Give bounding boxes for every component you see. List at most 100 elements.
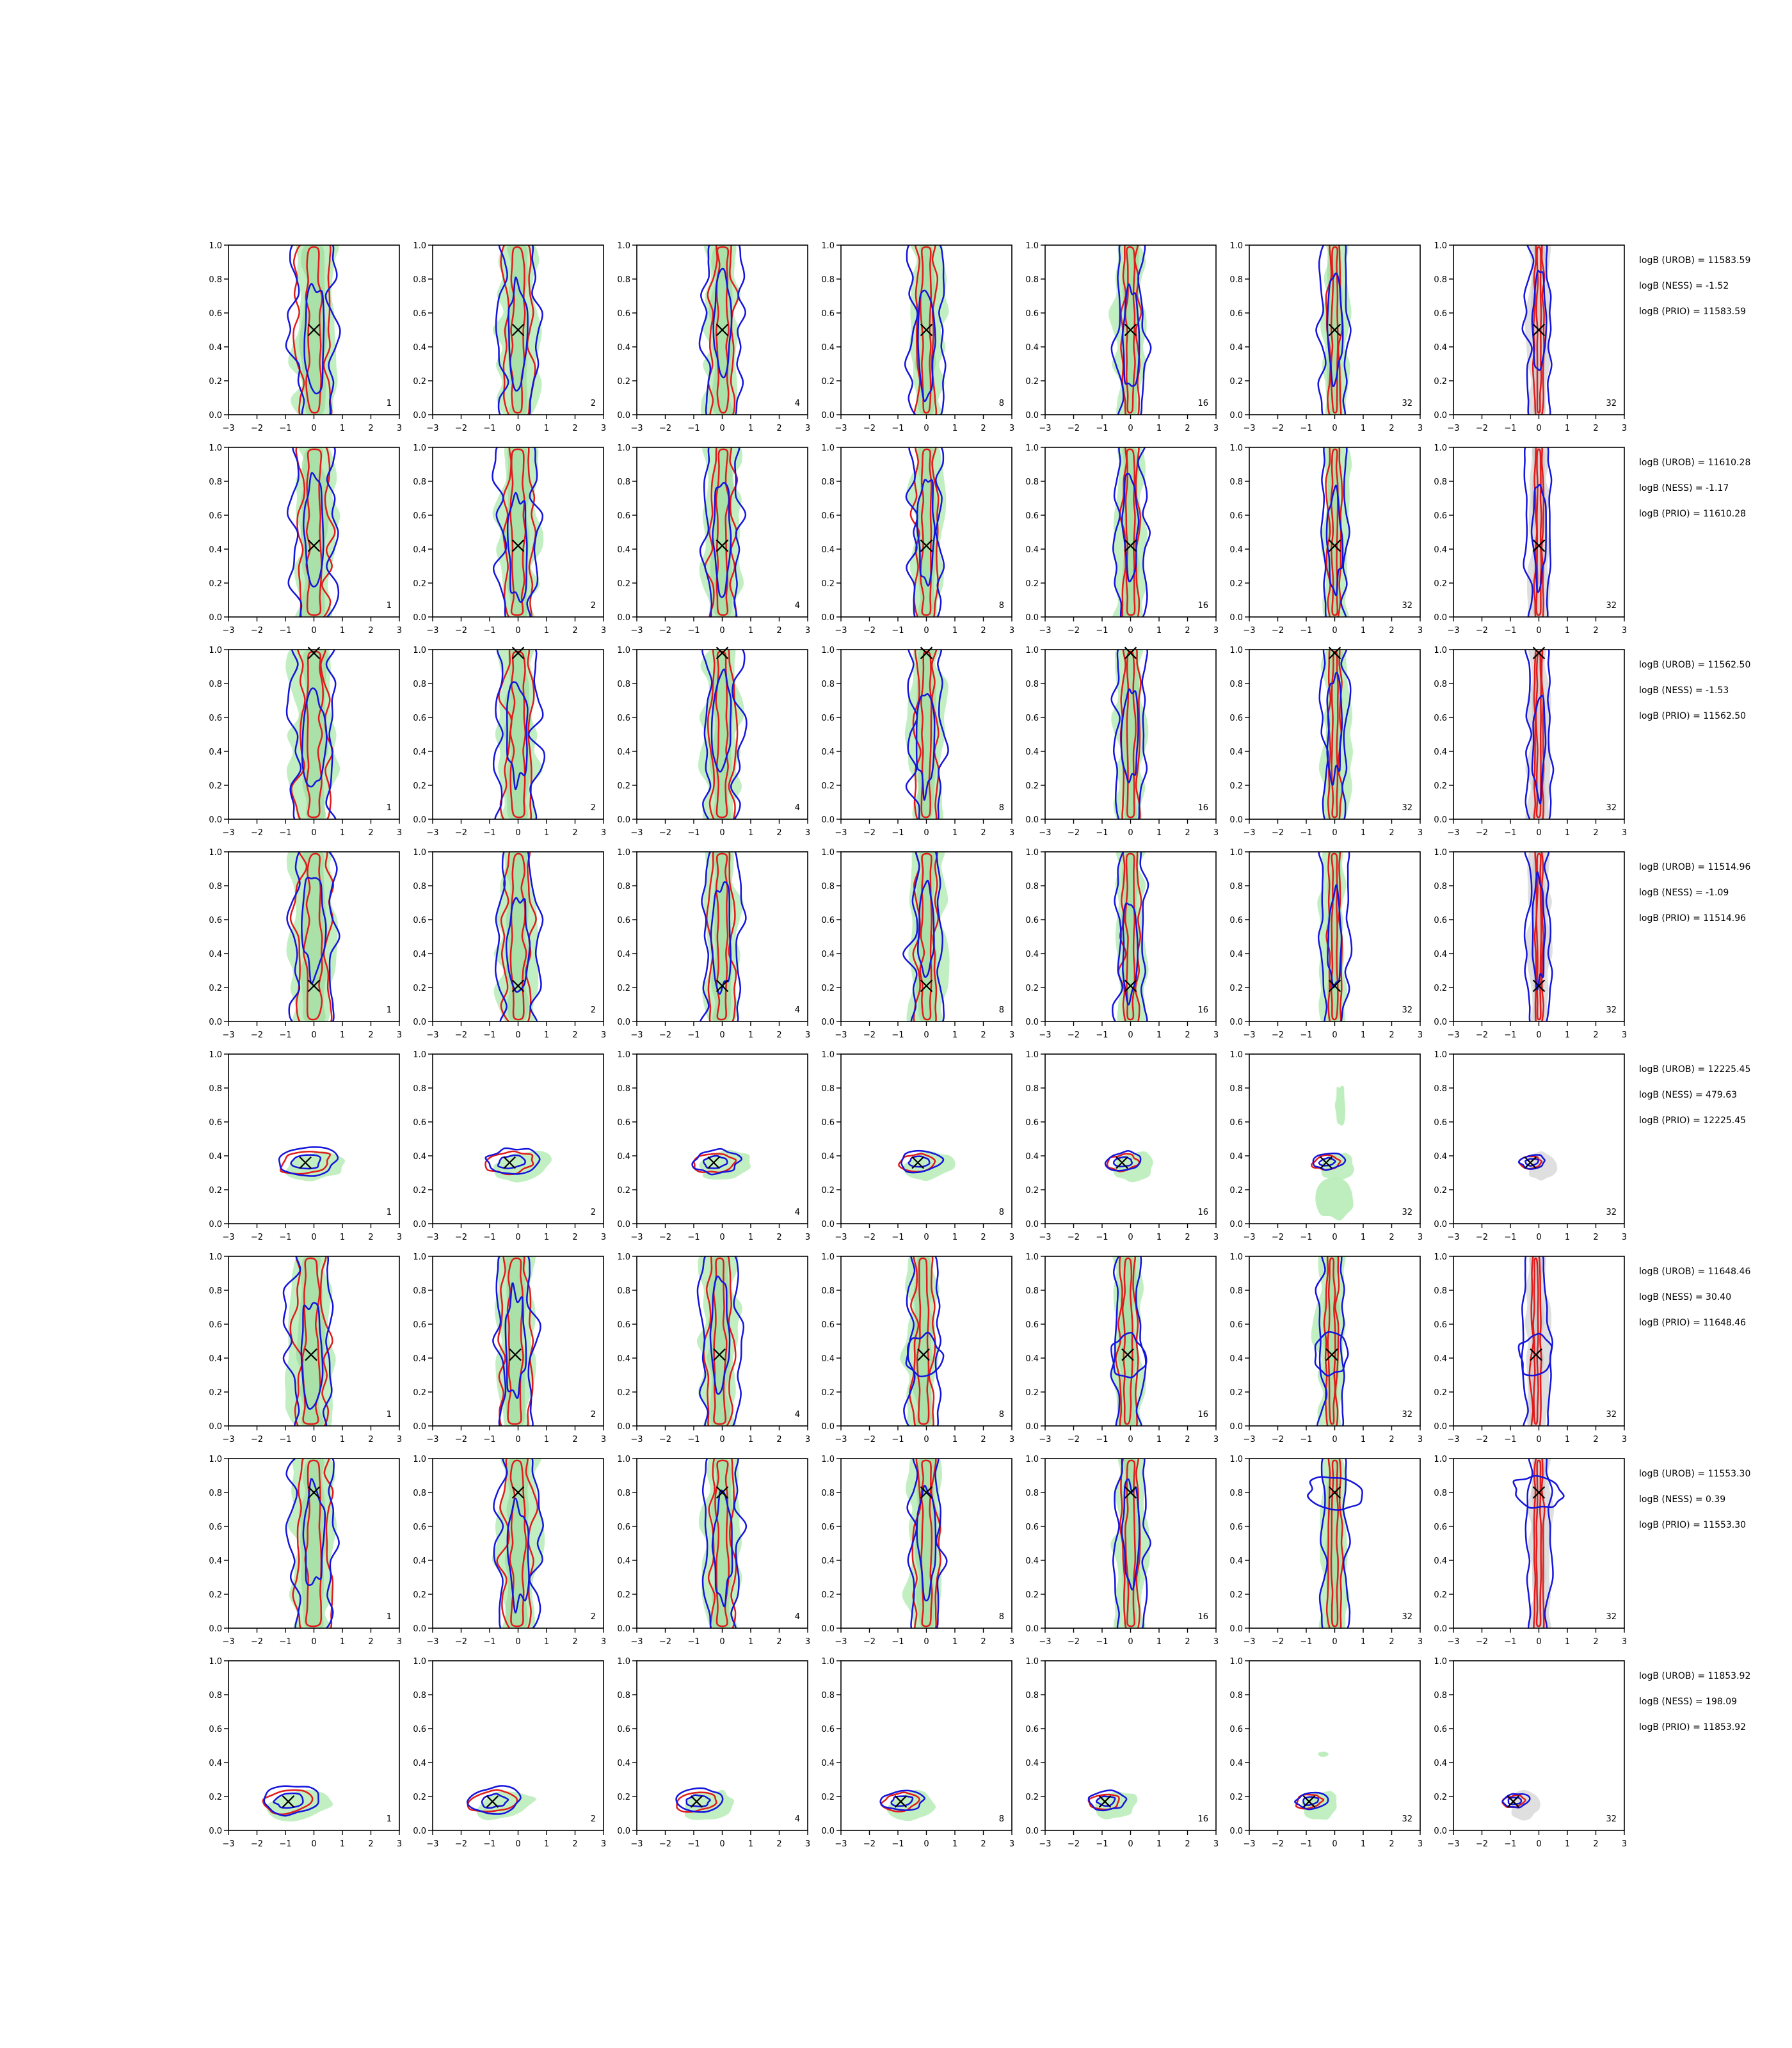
x-tick-label: −3 [426, 1637, 438, 1647]
y-tick-label: 0.4 [1434, 950, 1447, 959]
x-tick-label: −1 [687, 1839, 700, 1849]
x-tick-label: 3 [1009, 1030, 1014, 1040]
x-tick-label: 2 [368, 424, 373, 433]
x-tick-label: 1 [1361, 828, 1366, 838]
y-tick-label: 0.8 [1025, 1691, 1039, 1700]
truth-marker [707, 1156, 720, 1169]
blue-contour-inner [505, 897, 531, 993]
x-tick-label: −2 [1476, 1637, 1488, 1647]
x-tick-label: −1 [1096, 626, 1108, 636]
y-tick-label: 0.0 [821, 1422, 835, 1432]
truth-marker [307, 323, 321, 337]
y-tick-label: 0.4 [1434, 1556, 1447, 1566]
x-tick-label: −1 [687, 828, 700, 838]
x-tick-label: −3 [1039, 424, 1051, 433]
x-tick-label: 0 [1128, 1435, 1133, 1444]
x-tick-label: 2 [980, 1030, 986, 1040]
x-tick-label: −1 [892, 424, 904, 433]
x-tick-label: 3 [805, 1233, 810, 1242]
panel-r5-c3: −3 −2 −1 0 1 2 3 0.0 0.2 0.4 0.6 0.8 1.0 4 [617, 1050, 810, 1242]
y-tick-label: 0.4 [209, 343, 222, 353]
logb-annotation: logB (UROB) = 11514.96 [1639, 862, 1750, 872]
y-tick-label: 0.8 [821, 1489, 835, 1498]
y-tick-label: 1.0 [413, 1455, 426, 1464]
x-tick-label: −2 [659, 828, 671, 838]
y-tick-label: 1.0 [1229, 646, 1243, 655]
x-tick-label: 1 [748, 424, 753, 433]
panel-r7-c4: −3 −2 −1 0 1 2 3 0.0 0.2 0.4 0.6 0.8 1.0 8 [821, 1455, 1014, 1647]
x-tick-label: 0 [719, 1435, 724, 1444]
x-tick-label: 0 [1332, 424, 1337, 433]
x-tick-label: 3 [1622, 1839, 1627, 1849]
blue-contour-inner [497, 1154, 526, 1169]
x-tick-label: 1 [340, 1637, 345, 1647]
y-tick-label: 0.2 [209, 1793, 222, 1802]
panel-r1-c2: −3 −2 −1 0 1 2 3 0.0 0.2 0.4 0.6 0.8 1.0 2 [413, 241, 606, 433]
panel-count-label: 32 [1606, 399, 1617, 408]
truth-marker [1121, 1348, 1134, 1361]
y-tick-label: 0.6 [413, 1320, 426, 1330]
x-tick-label: 3 [1418, 828, 1423, 838]
x-tick-label: 0 [1536, 626, 1541, 636]
x-tick-label: 2 [980, 424, 986, 433]
y-tick-label: 0.6 [413, 916, 426, 925]
panel-r2-c6: −3 −2 −1 0 1 2 3 0.0 0.2 0.4 0.6 0.8 1.0 32 [1229, 444, 1423, 636]
y-tick-label: 0.8 [209, 1489, 222, 1498]
x-tick-label: −2 [1476, 1030, 1488, 1040]
x-tick-label: −3 [222, 1233, 234, 1242]
y-tick-label: 0.8 [1434, 882, 1447, 892]
x-tick-label: −2 [863, 626, 876, 636]
y-tick-label: 0.6 [821, 1118, 835, 1128]
y-tick-label: 0.4 [1025, 1152, 1039, 1162]
x-tick-label: 0 [1536, 1435, 1541, 1444]
truth-marker [1325, 1348, 1338, 1361]
x-tick-label: 0 [311, 1435, 316, 1444]
y-tick-label: 0.8 [617, 477, 630, 487]
y-tick-label: 0.0 [1025, 411, 1039, 420]
x-tick-label: −2 [863, 1435, 876, 1444]
panel-count-label: 8 [999, 601, 1004, 611]
blue-contour-inner [1531, 269, 1548, 371]
x-tick-label: 3 [397, 1030, 402, 1040]
x-tick-label: −3 [426, 626, 438, 636]
red-contour-outer [1120, 245, 1142, 415]
contour-layer [698, 1459, 748, 1628]
blue-contour-outer [492, 447, 544, 617]
y-tick-label: 0.4 [1025, 748, 1039, 757]
x-tick-label: −3 [835, 1839, 847, 1849]
blue-contour-inner [916, 879, 935, 978]
x-tick-label: −3 [835, 626, 847, 636]
red-contour-outer [1528, 1256, 1542, 1426]
y-tick-label: 0.4 [413, 343, 426, 353]
blue-contour-outer [492, 1256, 541, 1426]
x-tick-label: −3 [630, 1435, 643, 1444]
x-tick-label: 3 [1418, 424, 1423, 433]
x-tick-label: 3 [1622, 1233, 1627, 1242]
panel-count-label: 32 [1402, 1005, 1412, 1015]
x-tick-label: 2 [368, 828, 373, 838]
contour-layer [691, 1148, 751, 1180]
row-annotations-6: logB (UROB) = 11648.46 logB (NESS) = 30.4… [1639, 1267, 1750, 1328]
blue-contour-outer [1521, 1256, 1553, 1426]
logb-annotation: logB (UROB) = 12225.45 [1639, 1064, 1750, 1075]
y-tick-label: 0.2 [1434, 579, 1447, 589]
x-tick-label: 1 [1361, 1233, 1366, 1242]
blue-contour-outer [263, 1785, 319, 1817]
red-contour-outer [1533, 852, 1545, 1021]
y-tick-label: 1.0 [617, 848, 630, 858]
y-tick-label: 0.2 [617, 781, 630, 791]
y-tick-label: 0.6 [617, 1725, 630, 1734]
y-tick-label: 0.8 [1434, 1691, 1447, 1700]
y-tick-label: 0.4 [821, 545, 835, 555]
x-tick-label: −2 [251, 1839, 263, 1849]
fill-outer [477, 1791, 536, 1821]
x-tick-label: 2 [368, 626, 373, 636]
blue-contour-outer [905, 447, 945, 617]
red-contour-outer [912, 650, 940, 819]
y-tick-label: 0.6 [1229, 511, 1243, 521]
blue-contour-outer [1312, 1152, 1347, 1171]
x-tick-label: −1 [279, 626, 291, 636]
x-tick-label: −2 [1068, 1233, 1080, 1242]
y-tick-label: 0.0 [1434, 1422, 1447, 1432]
red-contour-inner [1124, 1459, 1137, 1628]
